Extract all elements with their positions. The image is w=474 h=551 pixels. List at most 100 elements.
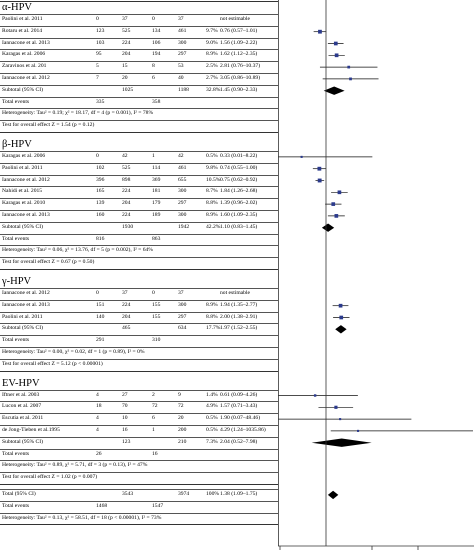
events-exposed: 4 (96, 427, 99, 433)
total-exposed: 37 (122, 16, 128, 22)
study-estimate-marker (317, 166, 322, 171)
table-rule (0, 358, 278, 360)
total-exposed: 16 (122, 427, 128, 433)
forest-plot-panel (278, 0, 474, 550)
subtotal-exposed: 123 (122, 438, 131, 445)
events-control: 6 (152, 415, 155, 422)
events-control: 369 (152, 176, 161, 183)
events-exposed: 139 (96, 200, 105, 207)
study-name: Paolini et al. 2011 (2, 313, 43, 320)
subtotal-exposed: 1930 (122, 223, 134, 230)
study-weight: 4.9% (206, 403, 218, 410)
total-heterogeneity-stat: Heterogeneity: Tau² = 0.13, χ² = 58.51, … (2, 514, 162, 521)
table-rule (0, 370, 278, 372)
odds-ratio-ci: 0.75 (0.62–0.92) (220, 176, 258, 183)
subtotal-label: Subtotal (95% CI) (2, 438, 44, 445)
total-exposed: 42 (122, 153, 128, 159)
study-estimate-marker (339, 315, 344, 320)
table-rule (0, 524, 278, 526)
total-exposed: 224 (122, 188, 131, 195)
study-weight: 10.5% (206, 176, 221, 183)
events-control: 189 (152, 212, 161, 218)
table-rule (0, 210, 278, 211)
total-exposed: 10 (122, 415, 128, 422)
events-exposed: 123 (96, 27, 105, 34)
events-control: 134 (152, 27, 161, 34)
odds-ratio-ci: 0.76 (0.57–1.01) (220, 27, 258, 34)
overall-effect-test: Test for overall effect Z = 0.67 (p = 0.… (2, 259, 95, 266)
events-control: 179 (152, 200, 161, 207)
subtotal-weight: 32.8% (206, 86, 221, 93)
total-exposed: 204 (122, 200, 131, 207)
subtotal-exposed: 465 (122, 325, 131, 332)
overall-effect-test: Test for overall effect Z = 1.54 (p = 0.… (2, 122, 95, 129)
total-events-control: 358 (152, 98, 161, 105)
group-title: α-HPV (2, 2, 33, 13)
events-exposed: 102 (96, 164, 105, 171)
odds-ratio-ci: 2.00 (1.38–2.91) (220, 313, 258, 320)
overall-effect-test: Test for overall effect Z = 1.02 (p = 0.… (2, 474, 98, 481)
events-exposed: 0 (96, 16, 99, 22)
study-weight: 0.5% (206, 153, 218, 159)
total-exposed: 20 (122, 75, 128, 81)
grand-total-events-label: Total events (2, 502, 30, 509)
heterogeneity-stat: Heterogeneity: Tau² = 0.19; χ² = 18.17, … (2, 110, 154, 117)
total-control: 9 (178, 391, 181, 398)
study-name: Zaravinos et al. 201 (2, 63, 47, 70)
odds-ratio-ci: 1.56 (1.09–2.22) (220, 39, 258, 46)
events-control: 181 (152, 188, 161, 195)
table-rule (0, 401, 278, 403)
total-exposed: 525 (122, 164, 131, 171)
table-rule (0, 174, 278, 176)
table-rule (0, 108, 278, 110)
total-events-label: Total events (2, 450, 30, 457)
total-exposed: 70 (122, 403, 128, 410)
study-estimate-marker (333, 41, 338, 46)
study-estimate-marker (318, 29, 322, 34)
table-rule (0, 96, 278, 98)
subtotal-label: Subtotal (95% CI) (2, 86, 44, 93)
total-events-label: Total events (2, 235, 30, 242)
study-estimate-marker (337, 190, 342, 195)
study-estimate-marker (300, 155, 303, 158)
odds-ratio-ci: 4.29 (1.24–1035.86) (220, 427, 266, 433)
study-estimate-marker (334, 405, 338, 409)
total-exposed: 898 (122, 176, 131, 183)
study-name: Iftner et al. 2003 (2, 391, 40, 398)
group-title: EV-HPV (2, 377, 40, 389)
total-events-exposed: 291 (96, 337, 105, 344)
table-rule (0, 484, 278, 485)
table-rule (0, 460, 278, 462)
table-rule (0, 288, 278, 289)
table-rule (0, 198, 278, 200)
study-name: Karagas et al. 2010 (2, 200, 46, 207)
subtotal-control: 1188 (178, 86, 189, 93)
study-weight: 0.5% (206, 427, 218, 433)
study-weight: 8.8% (206, 313, 218, 320)
study-name: Iannacone et al. 2012 (2, 290, 50, 296)
events-control: 194 (152, 51, 161, 58)
table-rule (0, 299, 278, 301)
table-rule (0, 413, 278, 415)
study-estimate-marker (356, 429, 360, 432)
study-name: Lucon et al. 2007 (2, 403, 42, 410)
subtotal-ci: 2.04 (0.52–7.98) (220, 438, 258, 445)
study-name: Rotaru et al. 2014 (2, 27, 43, 34)
table-rule (0, 323, 278, 325)
total-control: 40 (178, 75, 184, 81)
odds-ratio-ci: 2.81 (0.76–10.37) (220, 63, 261, 70)
study-name: Iannacone et al. 2013 (2, 212, 50, 218)
subtotal-weight: 17.7% (206, 325, 221, 332)
study-estimate-marker (313, 394, 317, 397)
pooled-estimate-diamond (327, 490, 339, 500)
table-rule (0, 311, 278, 313)
subtotal-weight: 42.2% (206, 223, 221, 230)
odds-ratio-ci: 0.61 (0.09–4.26) (220, 391, 258, 398)
odds-ratio-ci: not estimable (220, 16, 250, 22)
total-exposed: 27 (122, 391, 128, 398)
heterogeneity-stat: Heterogeneity: Tau² = 0.89, χ² = 5.71, d… (2, 462, 148, 469)
study-name: Iannacone et al. 2013 (2, 39, 50, 46)
events-control: 0 (152, 290, 155, 296)
events-control: 114 (152, 164, 161, 171)
